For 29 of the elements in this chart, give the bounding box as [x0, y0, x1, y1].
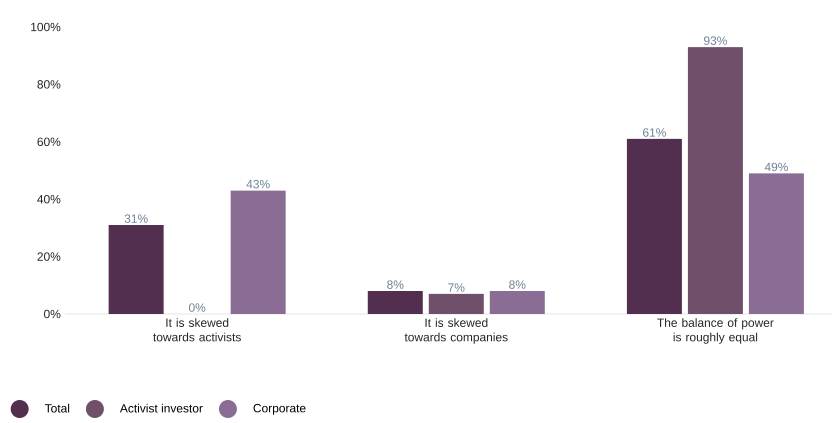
y-tick-label: 0% [44, 310, 60, 318]
legend-label: Corporate [254, 404, 306, 415]
bar [108, 225, 164, 314]
data-label: 43% [246, 180, 270, 188]
data-label: 31% [124, 214, 148, 223]
data-label: 0% [188, 303, 206, 312]
bar [688, 47, 743, 314]
data-label: 7% [448, 283, 464, 292]
y-tick-label: 40% [37, 194, 60, 204]
bar [368, 291, 423, 314]
bar [428, 294, 484, 314]
y-tick-label: 60% [37, 138, 60, 146]
data-label: 93% [704, 36, 727, 45]
x-tick-label: It is skewed towards companies [404, 318, 508, 344]
y-tick-label: 20% [37, 252, 60, 261]
data-label: 8% [509, 280, 526, 289]
y-tick-label: 100% [31, 22, 60, 32]
x-tick-label: The balance of power is roughly equal [657, 318, 774, 344]
y-tick-label: 80% [37, 80, 60, 89]
legend-label: Total [44, 404, 70, 413]
x-tick-label: It is skewed towards activists [153, 318, 241, 342]
bar [748, 173, 804, 314]
bar [230, 190, 286, 314]
bar [626, 138, 682, 314]
data-label: 8% [387, 280, 404, 289]
legend-label: Activist investor [120, 404, 203, 413]
data-label: 61% [643, 128, 666, 137]
bar [490, 291, 545, 314]
data-label: 49% [764, 162, 788, 172]
